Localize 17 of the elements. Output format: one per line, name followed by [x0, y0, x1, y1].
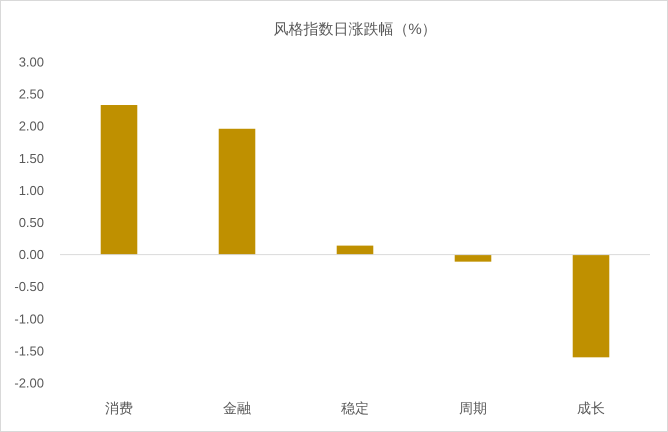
y-tick-label: -0.50	[14, 279, 44, 294]
x-tick-label: 稳定	[341, 400, 369, 416]
y-tick-label: 0.00	[18, 247, 44, 262]
y-tick-label: -1.50	[14, 343, 44, 358]
x-tick-label: 成长	[577, 400, 605, 416]
y-tick-label: 2.50	[18, 86, 44, 102]
y-tick-label: -1.00	[14, 311, 44, 326]
x-tick-label: 金融	[223, 400, 251, 416]
x-tick-label: 周期	[459, 400, 487, 416]
y-tick-label: 2.00	[18, 118, 44, 134]
y-tick-label: 0.50	[18, 215, 44, 230]
title: 风格指数日涨跌幅（%）	[273, 21, 437, 38]
y-tick-label: -2.00	[14, 376, 44, 390]
y-tick-label: 3.00	[18, 54, 44, 70]
y-tick-label: 1.50	[18, 150, 44, 166]
y-tick-label: 1.00	[18, 182, 44, 198]
x-tick-label: 消费	[105, 400, 133, 416]
